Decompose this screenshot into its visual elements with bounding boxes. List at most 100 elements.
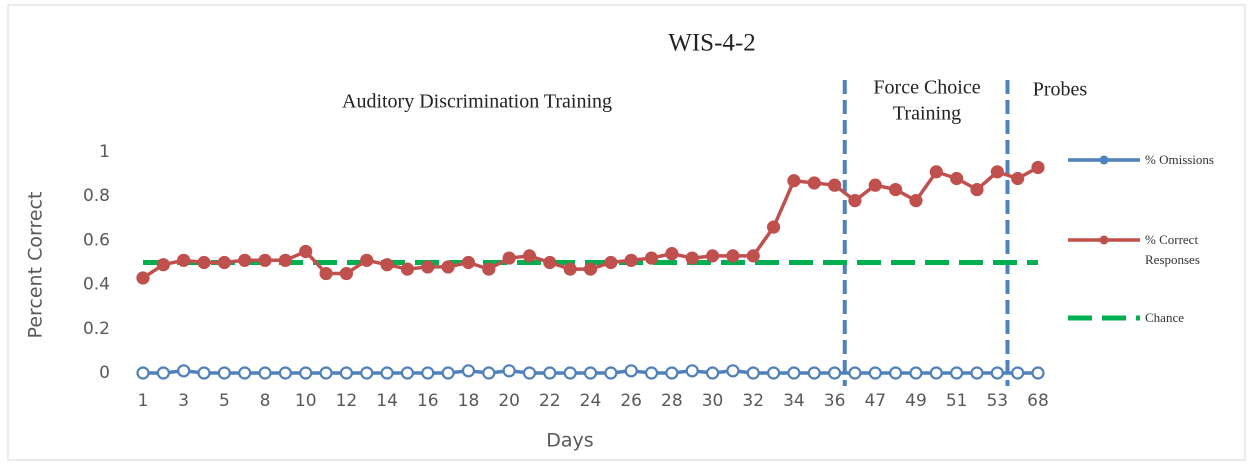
- data-point: [929, 165, 943, 179]
- data-point: [360, 253, 374, 267]
- data-point: [502, 251, 516, 265]
- data-point: [746, 366, 760, 380]
- x-tick-label: 14: [376, 391, 398, 411]
- data-point: [421, 366, 435, 380]
- x-tick-label: 47: [864, 391, 886, 411]
- x-tick-label: 10: [295, 391, 317, 411]
- x-tick-label: 22: [539, 391, 561, 411]
- data-point: [807, 176, 821, 190]
- x-tick-label: 53: [986, 391, 1008, 411]
- chart-border: [7, 4, 1246, 461]
- y-tick-label: 0.8: [83, 186, 110, 206]
- chart-title: WIS-4-2: [668, 30, 755, 57]
- data-point: [156, 258, 170, 272]
- data-point: [766, 366, 781, 380]
- data-point: [929, 366, 943, 380]
- data-point: [909, 366, 923, 380]
- data-point: [807, 366, 821, 380]
- data-point: [685, 251, 699, 265]
- phase-label: Force Choice: [873, 77, 980, 99]
- data-point: [1031, 366, 1045, 380]
- data-point: [909, 194, 923, 208]
- data-point: [990, 366, 1004, 380]
- data-point: [665, 247, 679, 261]
- data-point: [766, 220, 781, 234]
- data-point: [380, 366, 394, 380]
- data-point: [583, 262, 598, 276]
- data-point: [299, 244, 313, 259]
- phase-label: Probes: [1033, 79, 1088, 101]
- legend-label: % Omissions: [1145, 152, 1214, 167]
- data-point: [848, 366, 862, 380]
- data-point: [868, 366, 882, 380]
- data-point: [278, 366, 292, 380]
- data-point: [238, 253, 252, 267]
- data-point: [258, 366, 272, 380]
- data-point: [177, 364, 191, 378]
- x-tick-label: 68: [1027, 391, 1049, 411]
- x-tick-label: 36: [824, 391, 846, 411]
- data-point: [360, 366, 374, 380]
- legend-label: % Correct Responses: [1145, 232, 1200, 267]
- data-point: [604, 255, 618, 270]
- data-point: [950, 366, 964, 380]
- data-point: [217, 366, 231, 380]
- x-tick-label: 8: [260, 391, 271, 411]
- data-point: [665, 366, 679, 380]
- data-point: [400, 262, 415, 276]
- data-point: [177, 253, 191, 267]
- data-point: [543, 366, 557, 380]
- x-tick-label: 30: [702, 391, 724, 411]
- data-point: [482, 262, 496, 276]
- x-tick-label: 34: [783, 391, 805, 411]
- data-point: [624, 364, 638, 378]
- data-point: [1031, 160, 1045, 175]
- data-point: [136, 366, 150, 380]
- data-point: [299, 366, 313, 380]
- y-tick-label: 1: [99, 142, 110, 162]
- x-tick-label: 1: [138, 391, 149, 411]
- data-point: [441, 260, 455, 274]
- data-point: [889, 366, 903, 380]
- x-tick-label: 32: [742, 391, 764, 411]
- y-tick-label: 0.4: [83, 275, 110, 295]
- data-point: [848, 194, 862, 208]
- y-tick-label: 0: [99, 363, 110, 383]
- data-point: [726, 364, 740, 378]
- data-point: [238, 366, 252, 380]
- data-point: [726, 249, 740, 263]
- data-point: [278, 253, 292, 267]
- x-tick-label: 16: [417, 391, 439, 411]
- data-point: [950, 171, 964, 186]
- data-point: [502, 364, 516, 378]
- data-point: [644, 366, 659, 380]
- data-point: [156, 366, 170, 380]
- legend-marker: [1099, 155, 1109, 165]
- data-point: [970, 182, 984, 197]
- data-point: [197, 255, 211, 270]
- data-point: [339, 266, 354, 281]
- data-point: [461, 364, 476, 378]
- data-point: [1011, 366, 1025, 380]
- x-tick-label: 28: [661, 391, 683, 411]
- data-point: [583, 366, 598, 380]
- phase-label: Training: [893, 103, 961, 125]
- data-point: [400, 366, 415, 380]
- x-tick-label: 12: [336, 391, 358, 411]
- data-point: [990, 165, 1004, 179]
- data-point: [522, 249, 537, 263]
- data-point: [482, 366, 496, 380]
- y-tick-label: 0.6: [83, 230, 110, 250]
- y-tick-label: 0.2: [83, 319, 110, 339]
- data-point: [339, 366, 354, 380]
- data-point: [604, 366, 618, 380]
- data-point: [787, 366, 801, 380]
- data-point: [522, 366, 537, 380]
- legend-label: Chance: [1145, 310, 1184, 325]
- x-tick-label: 5: [219, 391, 230, 411]
- data-point: [217, 255, 231, 270]
- data-point: [787, 174, 801, 188]
- data-point: [746, 249, 760, 263]
